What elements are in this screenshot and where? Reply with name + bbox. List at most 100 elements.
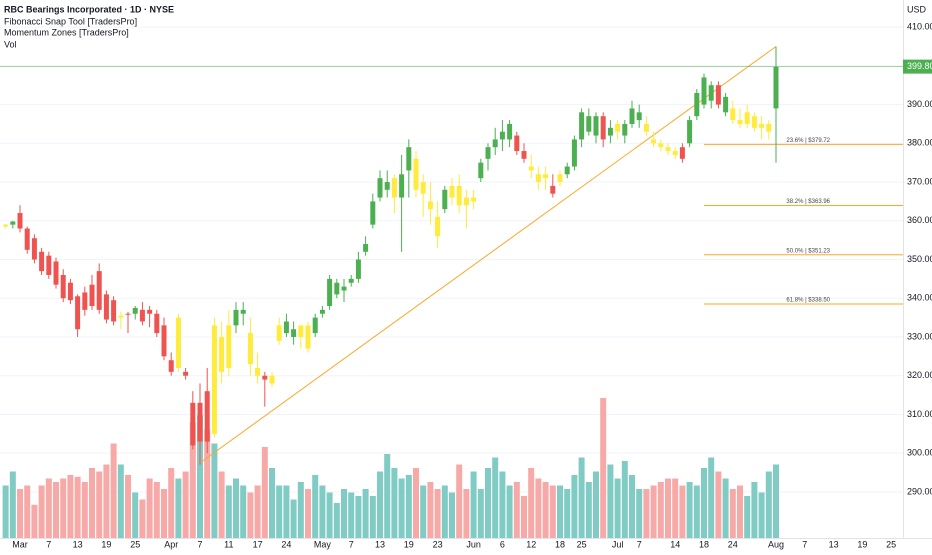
volume-bar — [470, 471, 477, 538]
volume-bar — [369, 496, 376, 538]
volume-bar — [456, 464, 463, 538]
candle-body — [514, 135, 520, 152]
candles — [3, 46, 779, 465]
volume-bar — [722, 478, 729, 538]
volume-bar — [225, 485, 232, 538]
volume-bar — [45, 478, 52, 538]
trendline — [199, 46, 777, 464]
volume-bar — [485, 468, 492, 538]
volume-bar — [240, 485, 247, 538]
volume-bar — [197, 415, 204, 538]
x-tick-label: Mar — [12, 539, 28, 549]
candle-body — [89, 284, 95, 306]
candle-body — [535, 174, 541, 183]
x-tick-label: 23 — [433, 539, 443, 549]
candle-body — [672, 151, 678, 155]
candle-body — [435, 216, 441, 237]
volume-bar — [297, 482, 304, 538]
candle-body — [204, 391, 210, 442]
candle-body — [427, 201, 433, 210]
volume-bar — [693, 485, 700, 538]
volume-bar — [578, 457, 585, 538]
candle-body — [233, 309, 239, 326]
candle-body — [269, 375, 275, 384]
x-tick-label: 13 — [73, 539, 83, 549]
volume-bar — [189, 422, 196, 538]
x-tick-label: 25 — [577, 539, 587, 549]
volume-bar — [74, 476, 81, 538]
candle-body — [571, 139, 577, 167]
x-tick-label: Apr — [164, 539, 178, 549]
volume-bar — [168, 468, 175, 538]
candle-body — [607, 127, 613, 136]
candle-body — [723, 96, 729, 113]
volume-bar — [736, 485, 743, 538]
volume-bar — [672, 478, 679, 538]
candle-body — [10, 221, 16, 225]
volume-bar — [247, 492, 254, 538]
indicator-label: Fibonacci Snap Tool [TradersPro] — [4, 16, 137, 26]
candle-body — [183, 371, 189, 376]
candle-body — [39, 251, 45, 272]
candle-body — [312, 317, 318, 334]
candle-body — [298, 325, 304, 337]
candle-body — [773, 66, 779, 109]
candle-body — [370, 201, 376, 225]
x-tick-label: 12 — [526, 539, 536, 549]
candle-body — [744, 112, 750, 124]
fib-label: 61.8% | $338.50 — [786, 298, 830, 304]
candle-body — [737, 120, 743, 124]
volume-bar — [377, 471, 384, 538]
candle-body — [319, 309, 325, 314]
candle-body — [759, 123, 765, 128]
candle-body — [111, 300, 117, 322]
volume-bar — [362, 489, 369, 538]
candle-body — [471, 197, 477, 202]
last-price-label: 399.80 — [907, 61, 932, 71]
candle-body — [586, 116, 592, 132]
candle-body — [413, 158, 419, 190]
volume-bar — [492, 457, 499, 538]
volume-bar — [233, 478, 240, 538]
candle-body — [60, 275, 66, 299]
fib-label: 50.0% | $351.23 — [786, 248, 830, 254]
volume-bar — [679, 485, 686, 538]
candle-body — [147, 309, 153, 314]
volume-bar — [772, 464, 779, 538]
candle-body — [406, 147, 412, 171]
volume-bar — [477, 489, 484, 538]
candle-body — [363, 244, 369, 252]
x-tick-label: 6 — [500, 539, 505, 549]
candle-body — [348, 278, 354, 283]
volume-bar — [2, 485, 9, 538]
candle-body — [161, 325, 167, 357]
volume-bar — [398, 478, 405, 538]
volume-bar — [600, 398, 607, 538]
volume-bar — [53, 482, 60, 538]
candle-body — [499, 131, 505, 140]
volume-bar — [744, 496, 751, 538]
volume-bar — [117, 464, 124, 538]
x-tick-label: Aug — [768, 539, 784, 549]
y-tick-label: 290.00 — [907, 486, 932, 496]
volume-bar — [391, 468, 398, 538]
volume-bar — [89, 468, 96, 538]
candle-body — [557, 174, 563, 183]
volume-bar — [513, 482, 520, 538]
chart-title: RBC Bearings Incorporated · 1D · NYSE — [4, 4, 174, 14]
y-tick-label: 390.00 — [907, 99, 932, 109]
candle-body — [485, 147, 491, 159]
volume-bar — [607, 464, 614, 538]
volume-bar — [521, 496, 528, 538]
volume-bar — [413, 468, 420, 538]
indicator-label: Vol — [4, 39, 17, 49]
candle-body — [327, 278, 333, 306]
volume-bar — [535, 478, 542, 538]
candle-body — [679, 147, 685, 159]
volume-bar — [341, 489, 348, 538]
candle-body — [291, 329, 297, 337]
volume-bar — [67, 475, 74, 538]
candle-body — [226, 325, 232, 368]
